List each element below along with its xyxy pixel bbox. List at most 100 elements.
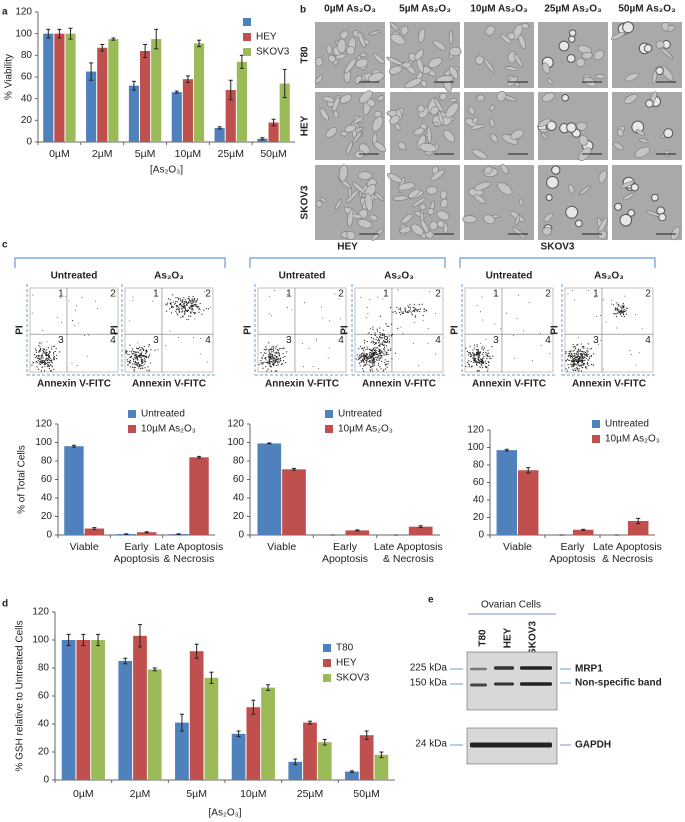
event-dot — [282, 347, 284, 350]
event-dot — [361, 352, 363, 354]
event-dot — [372, 342, 374, 344]
event-dot — [573, 362, 575, 364]
event-dot — [592, 364, 594, 366]
event-dot — [615, 313, 617, 315]
bar — [231, 733, 246, 780]
event-dot — [366, 360, 368, 362]
cell — [578, 135, 589, 146]
event-dot — [573, 369, 575, 372]
event-dot — [166, 302, 169, 304]
cell — [634, 146, 651, 158]
event-dot — [481, 348, 483, 350]
event-dot — [40, 361, 42, 363]
event-dot — [275, 359, 277, 361]
cell — [506, 76, 518, 87]
event-dot — [621, 305, 623, 307]
event-dot — [264, 349, 267, 351]
bar — [151, 39, 162, 143]
legend-label: SKOV3 — [336, 673, 370, 684]
event-dot — [207, 308, 210, 310]
event-dot — [133, 363, 136, 365]
legend-swatch — [592, 420, 600, 428]
event-dot — [363, 356, 366, 358]
event-dot — [514, 357, 516, 359]
event-dot — [486, 352, 488, 355]
round-cell — [568, 35, 576, 43]
event-dot — [203, 309, 205, 311]
event-dot — [597, 343, 599, 345]
bar — [268, 122, 279, 142]
event-dot — [394, 310, 396, 313]
event-dot — [137, 348, 139, 350]
event-dot — [469, 356, 471, 358]
event-dot — [480, 351, 482, 353]
event-dot — [365, 354, 367, 357]
event-dot — [267, 356, 269, 358]
y-axis-label: PI — [110, 325, 121, 335]
error-bar — [292, 467, 297, 471]
event-dot — [480, 360, 482, 362]
event-dot — [382, 334, 384, 336]
event-dot — [387, 363, 389, 365]
event-dot — [270, 357, 272, 359]
event-dot — [477, 352, 479, 354]
plot-title: As₂O₃ — [594, 271, 624, 282]
legend-swatch — [323, 674, 331, 682]
bar — [182, 79, 193, 142]
event-dot — [480, 363, 482, 366]
event-dot — [388, 325, 390, 328]
event-dot — [368, 332, 370, 334]
event-dot — [577, 349, 580, 351]
event-dot — [581, 364, 583, 366]
event-dot — [328, 347, 330, 349]
event-dot — [187, 309, 190, 311]
event-dot — [188, 299, 191, 301]
event-dot — [270, 348, 272, 350]
y-tick-label: 100 — [467, 442, 484, 453]
event-dot — [41, 354, 44, 357]
event-dot — [620, 312, 622, 314]
event-dot — [190, 301, 192, 303]
event-dot — [134, 367, 136, 369]
cell — [420, 219, 429, 234]
event-dot — [39, 361, 41, 363]
cell — [412, 197, 426, 208]
y-axis-label: PI — [450, 325, 461, 335]
error-bar — [308, 720, 312, 725]
event-dot — [65, 295, 67, 297]
error-bar — [143, 44, 148, 58]
event-dot — [573, 349, 576, 351]
event-dot — [260, 352, 262, 354]
event-dot — [135, 353, 137, 356]
cell — [397, 142, 407, 150]
cell — [568, 184, 575, 194]
cell — [328, 54, 336, 63]
event-dot — [384, 338, 386, 340]
x-tick-label: Early Apoptosis — [113, 541, 160, 565]
event-dot — [382, 332, 384, 335]
event-dot — [41, 366, 43, 368]
event-dot — [194, 298, 196, 300]
x-axis-label: [As₂O₃] — [150, 165, 183, 176]
cell — [496, 90, 507, 102]
event-dot — [482, 353, 484, 355]
event-dot — [268, 351, 270, 353]
event-dot — [475, 363, 478, 365]
cell — [521, 23, 530, 30]
event-dot — [379, 327, 381, 329]
x-tick-label: Early Apoptosis — [321, 541, 369, 565]
cell — [430, 106, 439, 116]
event-dot — [572, 366, 575, 368]
cell — [538, 118, 551, 128]
event-dot — [489, 357, 491, 359]
event-dot — [572, 350, 574, 352]
event-dot — [267, 362, 269, 364]
error-bar — [418, 525, 423, 529]
event-dot — [370, 356, 372, 358]
event-dot — [416, 309, 418, 312]
event-dot — [638, 352, 640, 354]
event-dot — [183, 306, 185, 308]
event-dot — [127, 360, 129, 363]
event-dot — [143, 357, 145, 359]
